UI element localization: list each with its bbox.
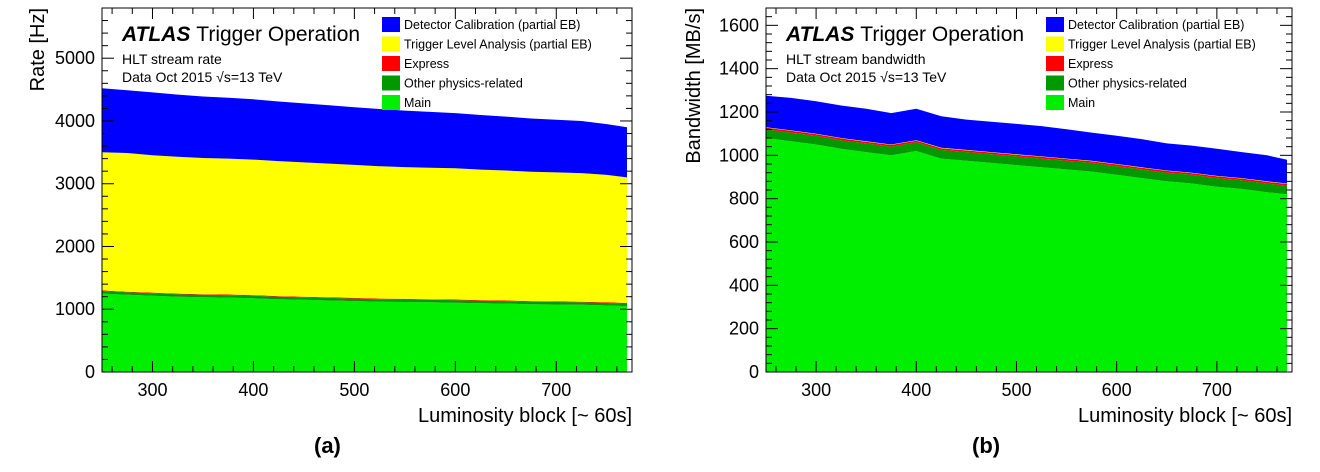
chart-subtitle: HLT stream rate (122, 51, 222, 67)
area-trigger-level-analysis-partial-eb (102, 152, 627, 303)
y-tick-label: 800 (729, 189, 759, 209)
x-tick-label: 700 (1202, 380, 1232, 400)
x-tick-label: 500 (1001, 380, 1031, 400)
chart-title: Trigger Operation (860, 23, 1024, 46)
stacked-area-chart-b: 300 400 500 600 700 0 200 400 600 800 1000 1200 1400… (683, 7, 1293, 427)
y-tick-label: 1400 (719, 59, 759, 79)
atlas-label: ATLAS Trigger Operation (121, 23, 360, 46)
legend-label: Other physics-related (404, 77, 523, 91)
area-main (766, 138, 1287, 372)
area-main (102, 293, 627, 372)
area-detector-calibration-partial-eb (102, 88, 627, 178)
area-other-physics-related (766, 129, 1287, 195)
area-other-physics-related (102, 291, 627, 307)
chart-title: Trigger Operation (196, 23, 360, 46)
legend-swatch-detector-calibration-partial-eb (1046, 17, 1064, 32)
legend-swatch-express (1046, 56, 1064, 71)
y-axis-title: Rate [Hz] (27, 8, 49, 91)
y-tick-label: 5000 (55, 48, 95, 68)
legend-label: Detector Calibration (partial EB) (404, 18, 580, 32)
y-tick-label: 1600 (719, 15, 759, 35)
legend-swatch-trigger-level-analysis-partial-eb (382, 36, 400, 52)
legend-label: Express (404, 57, 449, 71)
x-tick-label: 600 (440, 380, 470, 400)
y-tick-label: 400 (729, 275, 759, 295)
y-tick-label: 4000 (55, 111, 95, 131)
panel-sublabel: (b) (972, 433, 1001, 458)
plot-frame (101, 7, 633, 373)
y-tick-label: 0 (85, 362, 95, 382)
area-series-group (766, 95, 1287, 372)
area-series-group (102, 88, 627, 372)
legend-label: Trigger Level Analysis (partial EB) (1068, 38, 1256, 52)
legend-swatch-other-physics-related (1046, 75, 1064, 91)
panel-a: 300 400 500 600 700 0 1000 2000 3000 4000 5000 Lumi… (27, 7, 633, 458)
y-tick-label: 1000 (719, 145, 759, 165)
x-tick-label: 600 (1102, 380, 1132, 400)
experiment-name: ATLAS (785, 23, 860, 46)
x-tick-label: 300 (137, 380, 167, 400)
area-express (766, 127, 1287, 186)
legend-swatch-trigger-level-analysis-partial-eb (1046, 36, 1064, 52)
legend-label: Express (1068, 57, 1113, 71)
legend-label: Main (1068, 96, 1095, 110)
legend-swatch-other-physics-related (382, 75, 400, 91)
x-axis-title: Luminosity block [~ 60s] (418, 405, 632, 427)
x-tick-label: 700 (541, 380, 571, 400)
x-tick-label: 300 (801, 380, 831, 400)
y-tick-label: 200 (729, 319, 759, 339)
y-tick-label: 0 (749, 362, 759, 382)
panel-sublabel: (a) (314, 433, 341, 458)
atlas-label: ATLAS Trigger Operation (785, 23, 1024, 46)
legend-label: Main (404, 96, 431, 110)
chart-subtitle: HLT stream bandwidth (786, 51, 926, 67)
y-tick-label: 1000 (55, 299, 95, 319)
legend-swatch-main (1046, 95, 1064, 110)
x-tick-label: 400 (901, 380, 931, 400)
chart-subtitle: Data Oct 2015 √s=13 TeV (786, 69, 947, 85)
legend-label: Other physics-related (1068, 77, 1187, 91)
legend-swatch-detector-calibration-partial-eb (382, 17, 400, 32)
y-tick-label: 600 (729, 232, 759, 252)
y-tick-label: 3000 (55, 174, 95, 194)
y-tick-label: 2000 (55, 236, 95, 256)
stacked-area-chart-a: 300 400 500 600 700 0 1000 2000 3000 4000 5000 Lumi… (27, 7, 633, 427)
panel-b: 300 400 500 600 700 0 200 400 600 800 1000 1200 1400… (660, 0, 1320, 472)
x-tick-label: 500 (339, 380, 369, 400)
legend-label: Trigger Level Analysis (partial EB) (404, 38, 592, 52)
chart-subtitle: Data Oct 2015 √s=13 TeV (122, 69, 283, 85)
x-axis-title: Luminosity block [~ 60s] (1078, 405, 1292, 427)
y-tick-label: 1200 (719, 102, 759, 122)
y-axis-title: Bandwidth [MB/s] (683, 8, 705, 164)
legend-swatch-express (382, 56, 400, 71)
area-detector-calibration-partial-eb (766, 95, 1287, 184)
legend-label: Detector Calibration (partial EB) (1068, 18, 1244, 32)
experiment-name: ATLAS (121, 23, 196, 46)
legend-swatch-main (382, 95, 400, 110)
x-tick-label: 400 (238, 380, 268, 400)
